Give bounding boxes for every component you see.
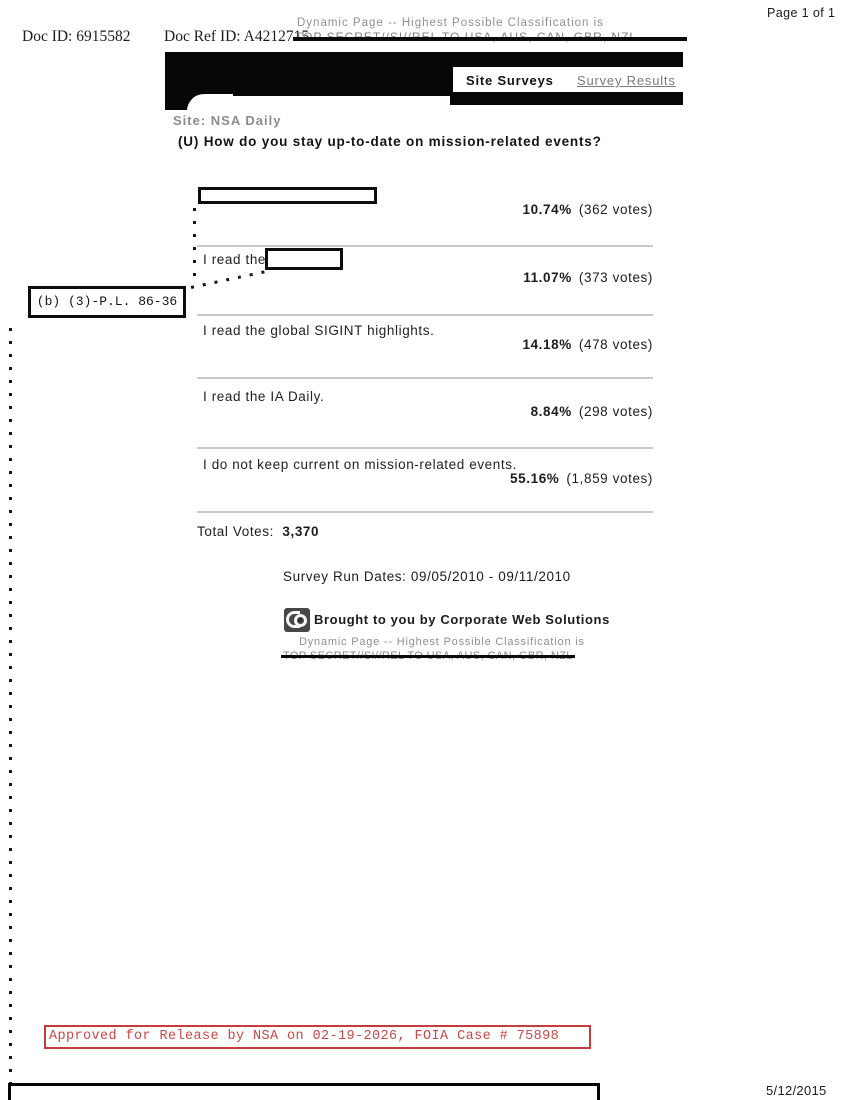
print-date: 5/12/2015 (766, 1083, 827, 1098)
option-1-votes: (362 votes) (578, 202, 653, 217)
brought-by-text: Brought to you by Corporate Web Solution… (314, 612, 610, 627)
option-4-label: I read the IA Daily. (203, 389, 325, 404)
option-5-label: I do not keep current on mission-related… (203, 457, 517, 472)
row-divider (197, 511, 653, 513)
option-2-percent: 11.07% (523, 270, 572, 285)
option-3-result: 14.18% (478 votes) (353, 337, 653, 352)
row-divider (197, 314, 653, 316)
banner-swoosh-curve (187, 94, 233, 111)
option-2-label: I read the (203, 252, 267, 267)
foia-exemption-code-box: (b) (3)-P.L. 86-36 (28, 286, 186, 318)
option-4-percent: 8.84% (530, 404, 572, 419)
option-1-percent: 10.74% (522, 202, 572, 217)
banner-top-right-bar (450, 52, 683, 67)
doc-id: Doc ID: 6915582 (22, 28, 131, 45)
doc-ref-id: Doc Ref ID: A4212715 (164, 28, 310, 45)
total-votes-row: Total Votes: 3,370 (197, 524, 319, 539)
dotted-leader-vertical-short (193, 208, 196, 286)
foia-release-stamp: Approved for Release by NSA on 02-19-202… (44, 1025, 591, 1049)
bottom-page-frame (8, 1083, 600, 1100)
option-2-result: 11.07% (373 votes) (353, 270, 653, 285)
row-divider (197, 245, 653, 247)
option-2-votes: (373 votes) (578, 270, 653, 285)
option-1-result: 10.74% (362 votes) (353, 202, 653, 217)
redaction-box-option-2 (265, 248, 343, 270)
banner-bottom-right-bar (450, 92, 683, 105)
banner-redacted-logo-block (165, 52, 453, 96)
option-3-votes: (478 votes) (578, 337, 653, 352)
corporate-web-solutions-logo-icon (284, 608, 310, 632)
row-divider (197, 447, 653, 449)
option-5-percent: 55.16% (510, 471, 560, 486)
top-dynamic-classification-line: Dynamic Page -- Highest Possible Classif… (297, 17, 604, 29)
dotted-leader-diagonal (190, 270, 266, 289)
site-label: Site: NSA Daily (173, 113, 282, 128)
option-3-percent: 14.18% (522, 337, 572, 352)
option-5-result: 55.16% (1,859 votes) (353, 471, 653, 486)
total-votes-label: Total Votes: (197, 524, 274, 539)
top-strikethrough-line (293, 37, 687, 41)
bottom-strikethrough-line (281, 655, 575, 658)
option-4-result: 8.84% (298 votes) (353, 404, 653, 419)
nav-link-survey-results[interactable]: Survey Results (577, 73, 676, 88)
page-counter: Page 1 of 1 (767, 6, 836, 20)
total-votes-value: 3,370 (282, 524, 320, 539)
survey-question: (U) How do you stay up-to-date on missio… (178, 134, 602, 149)
option-3-label: I read the global SIGINT highlights. (203, 323, 435, 338)
option-4-votes: (298 votes) (578, 404, 653, 419)
logo-bracket-shape (286, 611, 300, 628)
survey-run-dates: Survey Run Dates: 09/05/2010 - 09/11/201… (283, 569, 571, 584)
redaction-box-option-1 (198, 187, 377, 204)
logo-ring-shape (294, 614, 307, 627)
option-5-votes: (1,859 votes) (566, 471, 653, 486)
logo-dot-shape (298, 618, 302, 622)
nav-tab-site-surveys[interactable]: Site Surveys (466, 73, 554, 88)
row-divider (197, 377, 653, 379)
dotted-leader-vertical-long (9, 328, 12, 1084)
bottom-dynamic-classification-line: Dynamic Page -- Highest Possible Classif… (299, 636, 585, 648)
